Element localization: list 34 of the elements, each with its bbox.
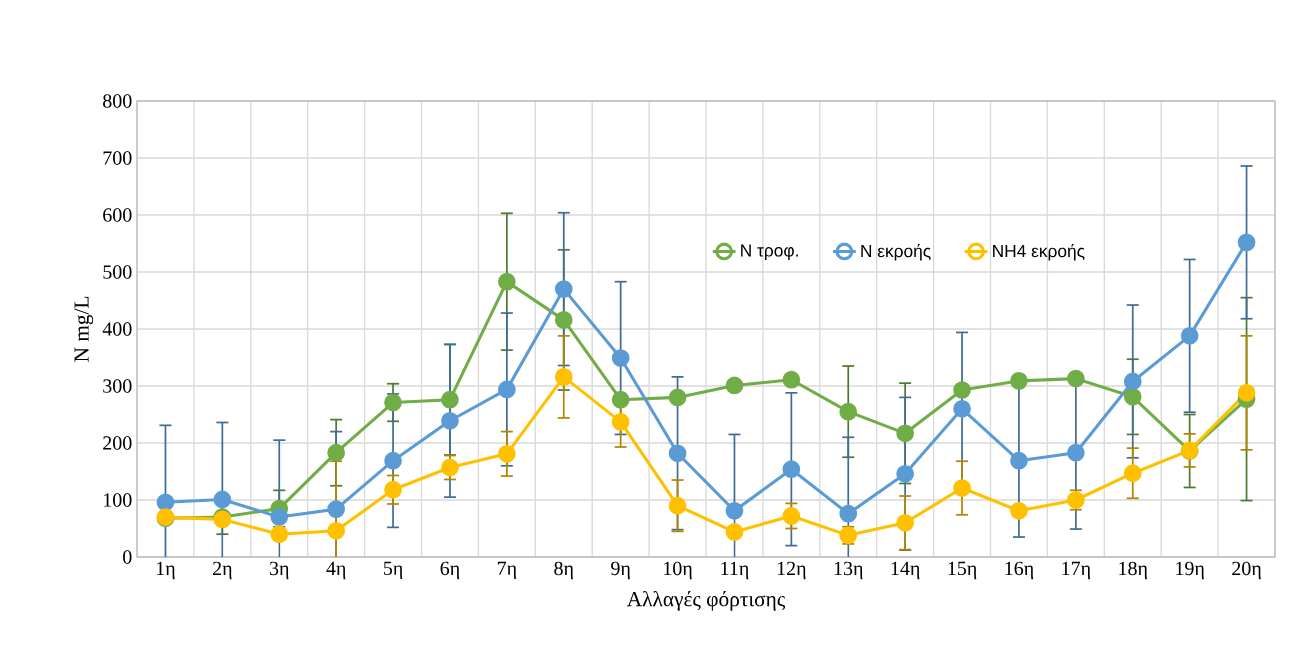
x-tick-label: 12η xyxy=(777,561,806,580)
x-tick-label: 7η xyxy=(497,561,517,580)
y-tick-label: 500 xyxy=(103,265,132,279)
x-tick-label: 18η xyxy=(1119,561,1147,580)
legend-label: NH4 εκροής xyxy=(993,243,1085,261)
x-axis-title: Αλλαγές φόρτισης xyxy=(626,591,786,611)
x-tick-label: 9η xyxy=(611,561,630,580)
x-tick-label: 5η xyxy=(384,561,403,580)
y-tick-label: 200 xyxy=(103,436,132,450)
x-tick-label: 17η xyxy=(1062,561,1091,580)
x-tick-label: 6η xyxy=(440,561,460,580)
y-tick-label: 700 xyxy=(103,151,132,165)
legend-label: N τροφ. xyxy=(741,244,798,261)
x-tick-label: 11η xyxy=(721,561,749,580)
y-axis-title: N mg/L xyxy=(74,296,94,362)
x-tick-label: 16η xyxy=(1005,561,1034,580)
x-tick-label: 14η xyxy=(891,561,920,580)
x-tick-label: 2η xyxy=(213,561,232,580)
x-tick-label: 19η xyxy=(1176,561,1204,580)
x-tick-label: 4η xyxy=(326,561,346,580)
x-tick-label: 3η xyxy=(269,561,289,580)
x-tick-label: 20η xyxy=(1232,561,1261,580)
legend-label: N εκροής xyxy=(861,243,931,261)
y-tick-label: 600 xyxy=(103,208,132,222)
y-tick-label: 800 xyxy=(103,94,132,108)
x-tick-label: 8η xyxy=(554,561,573,580)
y-tick-label: 0 xyxy=(123,550,132,564)
x-tick-label: 10η xyxy=(664,561,692,580)
x-tick-label: 1η xyxy=(156,561,175,580)
y-tick-label: 300 xyxy=(103,379,132,393)
y-tick-label: 400 xyxy=(102,322,132,336)
x-tick-label: 13η xyxy=(834,561,863,580)
y-tick-label: 100 xyxy=(104,493,132,507)
x-tick-label: 15η xyxy=(948,561,977,580)
